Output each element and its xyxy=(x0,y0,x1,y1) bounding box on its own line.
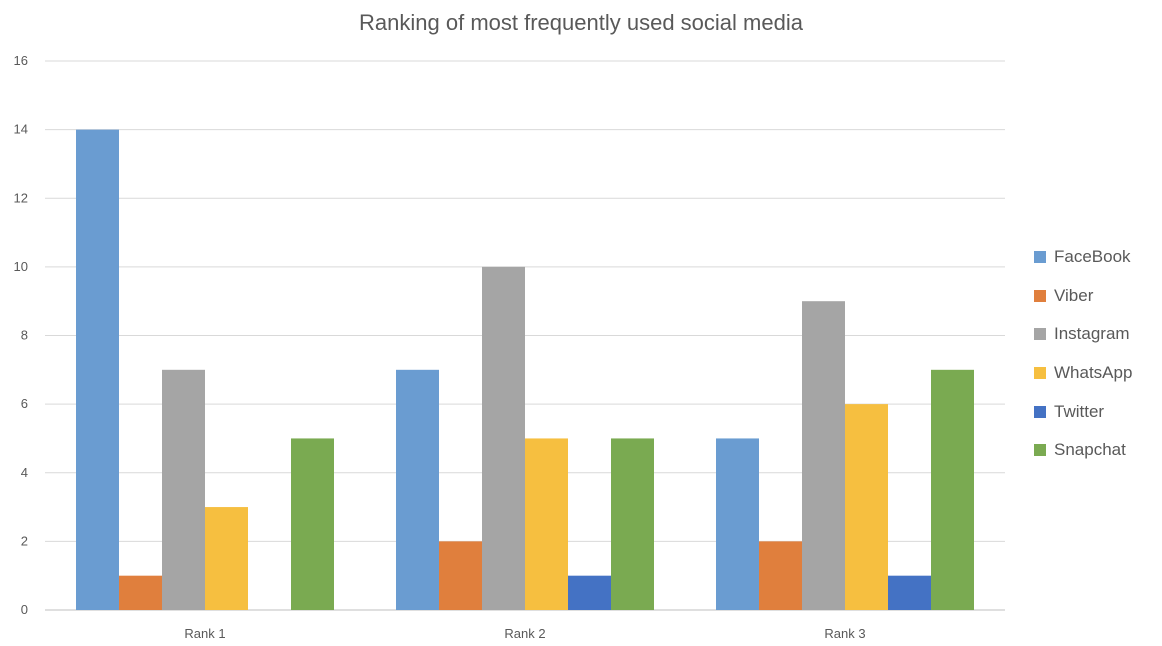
bar-twitter-rank-2 xyxy=(568,575,611,610)
y-tick-label: 6 xyxy=(21,396,28,411)
bar-facebook-rank-2 xyxy=(396,369,439,610)
legend-item: Viber xyxy=(1034,277,1132,316)
bar-twitter-rank-3 xyxy=(888,575,931,610)
bars xyxy=(76,129,974,610)
y-tick-label: 8 xyxy=(21,328,28,343)
bar-snapchat-rank-2 xyxy=(611,438,654,610)
legend-item: FaceBook xyxy=(1034,238,1132,277)
legend-label: FaceBook xyxy=(1054,247,1131,267)
legend-item: WhatsApp xyxy=(1034,354,1132,393)
legend-label: Snapchat xyxy=(1054,440,1126,460)
legend-label: WhatsApp xyxy=(1054,363,1133,383)
x-category-label: Rank 3 xyxy=(824,626,865,641)
legend-swatch xyxy=(1034,367,1046,380)
bar-viber-rank-1 xyxy=(119,575,162,610)
y-tick-label: 2 xyxy=(21,533,28,548)
legend-label: Twitter xyxy=(1054,401,1105,421)
x-axis-categories: Rank 1 Rank 2 Rank 3 xyxy=(184,626,865,641)
y-tick-label: 12 xyxy=(14,190,28,205)
legend-item: Instagram xyxy=(1034,315,1132,354)
legend-label: Viber xyxy=(1054,285,1094,305)
bar-snapchat-rank-3 xyxy=(931,369,974,610)
bar-instagram-rank-2 xyxy=(482,266,525,610)
bar-whatsapp-rank-2 xyxy=(525,438,568,610)
y-tick-label: 14 xyxy=(14,122,28,137)
y-tick-label: 4 xyxy=(21,465,28,480)
y-tick-label: 10 xyxy=(14,259,28,274)
x-category-label: Rank 1 xyxy=(184,626,225,641)
legend: FaceBook Viber Instagram WhatsApp Twitter Sna… xyxy=(1034,238,1132,470)
bar-whatsapp-rank-3 xyxy=(845,404,888,610)
legend-item: Snapchat xyxy=(1034,431,1132,470)
chart-title: Ranking of most frequently used social m… xyxy=(359,10,803,35)
bar-snapchat-rank-1 xyxy=(291,438,334,610)
legend-item: Twitter xyxy=(1034,392,1132,431)
y-tick-label: 16 xyxy=(14,53,28,68)
x-category-label: Rank 2 xyxy=(504,626,545,641)
bar-whatsapp-rank-1 xyxy=(205,507,248,610)
legend-swatch xyxy=(1034,251,1046,264)
legend-swatch xyxy=(1034,328,1046,341)
legend-label: Instagram xyxy=(1054,324,1130,344)
y-tick-label: 0 xyxy=(21,602,28,617)
legend-swatch xyxy=(1034,405,1046,418)
legend-swatch xyxy=(1034,289,1046,302)
bar-facebook-rank-3 xyxy=(716,438,759,610)
bar-viber-rank-2 xyxy=(439,541,482,610)
bar-instagram-rank-3 xyxy=(802,301,845,610)
bar-viber-rank-3 xyxy=(759,541,802,610)
bar-instagram-rank-1 xyxy=(162,369,205,610)
bar-facebook-rank-1 xyxy=(76,129,119,610)
legend-swatch xyxy=(1034,444,1046,457)
y-axis-ticks: 0 2 4 6 8 10 12 14 16 xyxy=(14,53,28,617)
